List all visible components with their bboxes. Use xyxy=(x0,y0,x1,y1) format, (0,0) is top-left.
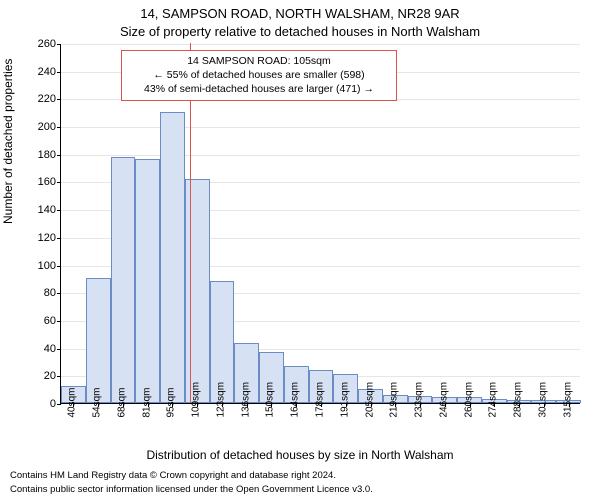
annotation-line: 14 SAMPSON ROAD: 105sqm xyxy=(128,54,390,68)
histogram-bar xyxy=(160,112,185,403)
y-tick-mark xyxy=(57,182,61,183)
annotation-line: 43% of semi-detached houses are larger (… xyxy=(128,82,390,96)
y-tick-label: 60 xyxy=(24,315,56,327)
y-tick-mark xyxy=(57,155,61,156)
annotation-box: 14 SAMPSON ROAD: 105sqm← 55% of detached… xyxy=(121,50,397,101)
y-tick-label: 20 xyxy=(24,370,56,382)
y-tick-mark xyxy=(57,127,61,128)
y-tick-label: 120 xyxy=(24,232,56,244)
y-tick-label: 80 xyxy=(24,287,56,299)
y-tick-label: 140 xyxy=(24,204,56,216)
footer-line-2: Contains public sector information licen… xyxy=(10,484,590,495)
y-tick-label: 220 xyxy=(24,93,56,105)
histogram-bar xyxy=(185,179,210,403)
y-tick-mark xyxy=(57,44,61,45)
grid-line xyxy=(61,127,580,128)
chart-title-line1: 14, SAMPSON ROAD, NORTH WALSHAM, NR28 9A… xyxy=(0,6,600,21)
y-tick-mark xyxy=(57,72,61,73)
histogram-chart: 14, SAMPSON ROAD, NORTH WALSHAM, NR28 9A… xyxy=(0,0,600,500)
y-tick-mark xyxy=(57,293,61,294)
y-tick-mark xyxy=(57,376,61,377)
x-axis-label: Distribution of detached houses by size … xyxy=(0,448,600,462)
y-tick-mark xyxy=(57,404,61,405)
y-tick-mark xyxy=(57,99,61,100)
y-axis-label: Number of detached properties xyxy=(1,59,15,224)
histogram-bar xyxy=(135,159,160,403)
y-tick-mark xyxy=(57,349,61,350)
y-tick-mark xyxy=(57,321,61,322)
annotation-line: ← 55% of detached houses are smaller (59… xyxy=(128,68,390,82)
y-tick-label: 100 xyxy=(24,260,56,272)
histogram-bar xyxy=(111,157,136,403)
y-tick-mark xyxy=(57,266,61,267)
plot-area: 14 SAMPSON ROAD: 105sqm← 55% of detached… xyxy=(60,44,580,404)
grid-line xyxy=(61,44,580,45)
y-tick-label: 40 xyxy=(24,343,56,355)
y-tick-label: 260 xyxy=(24,38,56,50)
y-tick-label: 200 xyxy=(24,121,56,133)
y-tick-mark xyxy=(57,238,61,239)
y-tick-label: 240 xyxy=(24,66,56,78)
y-tick-label: 0 xyxy=(24,398,56,410)
grid-line xyxy=(61,155,580,156)
y-tick-mark xyxy=(57,210,61,211)
histogram-bar xyxy=(86,278,111,403)
footer-line-1: Contains HM Land Registry data © Crown c… xyxy=(10,470,590,481)
y-tick-label: 160 xyxy=(24,176,56,188)
y-tick-label: 180 xyxy=(24,149,56,161)
chart-title-line2: Size of property relative to detached ho… xyxy=(0,24,600,39)
